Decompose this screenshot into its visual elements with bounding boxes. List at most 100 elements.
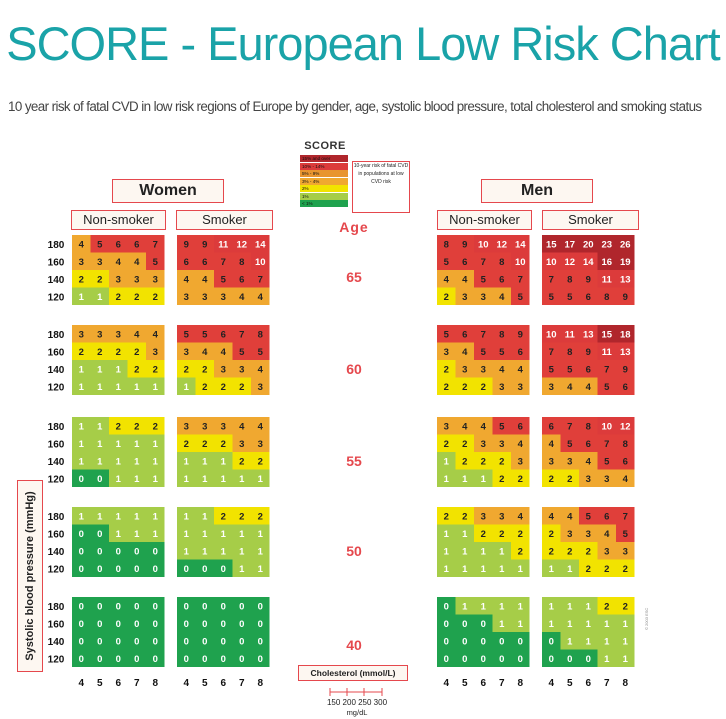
risk-cell xyxy=(177,270,196,288)
risk-cell xyxy=(511,325,530,343)
risk-value-label: 26 xyxy=(620,239,631,250)
risk-value-label: 2 xyxy=(116,347,121,358)
risk-cell xyxy=(90,559,109,577)
risk-cell xyxy=(195,287,214,305)
risk-value-label: 1 xyxy=(221,456,227,467)
risk-cell xyxy=(542,325,561,343)
risk-cell xyxy=(109,360,128,378)
risk-value-label: 0 xyxy=(499,636,504,647)
cholesterol-tick-label: 5 xyxy=(97,678,103,689)
risk-value-label: 0 xyxy=(116,636,121,647)
risk-value-label: 1 xyxy=(604,619,610,630)
risk-value-label: 3 xyxy=(549,382,554,393)
risk-cell xyxy=(90,597,109,615)
risk-cell xyxy=(214,559,233,577)
risk-value-label: 1 xyxy=(444,529,450,540)
risk-cell xyxy=(437,559,456,577)
risk-cell xyxy=(455,417,474,435)
risk-cell xyxy=(511,469,530,487)
risk-value-label: 19 xyxy=(620,257,631,268)
risk-value-label: 3 xyxy=(444,347,449,358)
risk-value-label: 2 xyxy=(444,511,449,522)
risk-cell xyxy=(232,559,251,577)
risk-value-label: 6 xyxy=(518,347,523,358)
risk-cell xyxy=(72,524,91,542)
bp-tick-label: 120 xyxy=(48,564,65,575)
risk-cell xyxy=(146,597,165,615)
risk-value-label: 1 xyxy=(567,619,573,630)
risk-cell xyxy=(251,559,270,577)
risk-value-label: 1 xyxy=(116,529,122,540)
risk-value-label: 1 xyxy=(134,529,140,540)
risk-cell xyxy=(251,417,270,435)
risk-value-label: 2 xyxy=(518,529,523,540)
risk-cell xyxy=(90,360,109,378)
risk-cell xyxy=(72,542,91,560)
risk-cell xyxy=(542,632,561,650)
risk-value-label: 4 xyxy=(567,382,573,393)
risk-value-label: 2 xyxy=(153,421,158,432)
risk-cell xyxy=(474,507,493,525)
risk-value-label: 2 xyxy=(444,292,449,303)
risk-cell xyxy=(232,342,251,360)
risk-value-label: 5 xyxy=(444,329,450,340)
risk-value-label: 0 xyxy=(258,636,263,647)
risk-cell xyxy=(542,614,561,632)
bp-tick-label: 120 xyxy=(48,382,65,393)
risk-cell xyxy=(251,649,270,667)
risk-cell xyxy=(177,235,196,253)
risk-cell xyxy=(251,252,270,270)
risk-value-label: 4 xyxy=(462,421,468,432)
risk-cell xyxy=(127,417,146,435)
risk-cell xyxy=(251,360,270,378)
risk-value-label: 1 xyxy=(184,382,190,393)
risk-cell xyxy=(251,632,270,650)
risk-value-label: 0 xyxy=(518,636,523,647)
risk-value-label: 1 xyxy=(184,546,190,557)
risk-cell xyxy=(579,342,598,360)
risk-cell xyxy=(109,614,128,632)
risk-cell xyxy=(579,614,598,632)
risk-cell xyxy=(195,325,214,343)
risk-value-label: 6 xyxy=(518,421,523,432)
bp-tick-label: 140 xyxy=(48,275,65,286)
risk-value-label: 3 xyxy=(239,364,244,375)
risk-cell xyxy=(474,632,493,650)
risk-value-label: 1 xyxy=(239,529,245,540)
risk-value-label: 13 xyxy=(583,329,594,340)
risk-value-label: 2 xyxy=(184,439,189,450)
risk-value-label: 1 xyxy=(221,474,227,485)
bp-tick-label: 160 xyxy=(48,347,65,358)
risk-value-label: 3 xyxy=(462,292,467,303)
risk-cell xyxy=(579,632,598,650)
risk-value-label: 2 xyxy=(499,456,504,467)
risk-value-label: 3 xyxy=(97,329,102,340)
cholesterol-tick-label: 4 xyxy=(548,678,554,689)
risk-cell xyxy=(195,469,214,487)
risk-cell xyxy=(560,417,579,435)
risk-cell xyxy=(616,252,635,270)
risk-value-label: 6 xyxy=(549,421,554,432)
risk-cell xyxy=(90,542,109,560)
risk-value-label: 5 xyxy=(481,274,487,285)
risk-cell xyxy=(579,452,598,470)
risk-value-label: 1 xyxy=(202,546,208,557)
cholesterol-tick-label: 5 xyxy=(567,678,573,689)
risk-value-label: 2 xyxy=(153,292,158,303)
cholesterol-tick-label: 6 xyxy=(480,678,486,689)
risk-value-label: 1 xyxy=(499,546,505,557)
risk-value-label: 3 xyxy=(567,456,572,467)
risk-cell xyxy=(177,452,196,470)
risk-cell xyxy=(597,542,616,560)
risk-value-label: 23 xyxy=(601,239,612,250)
risk-cell xyxy=(146,417,165,435)
risk-value-label: 7 xyxy=(604,364,609,375)
risk-cell xyxy=(474,597,493,615)
risk-cell xyxy=(109,597,128,615)
risk-value-label: 18 xyxy=(620,329,631,340)
risk-cell xyxy=(492,434,511,452)
legend-item: 10% - 14% xyxy=(300,162,348,170)
risk-cell xyxy=(579,325,598,343)
risk-value-label: 0 xyxy=(153,601,158,612)
risk-cell xyxy=(177,559,196,577)
